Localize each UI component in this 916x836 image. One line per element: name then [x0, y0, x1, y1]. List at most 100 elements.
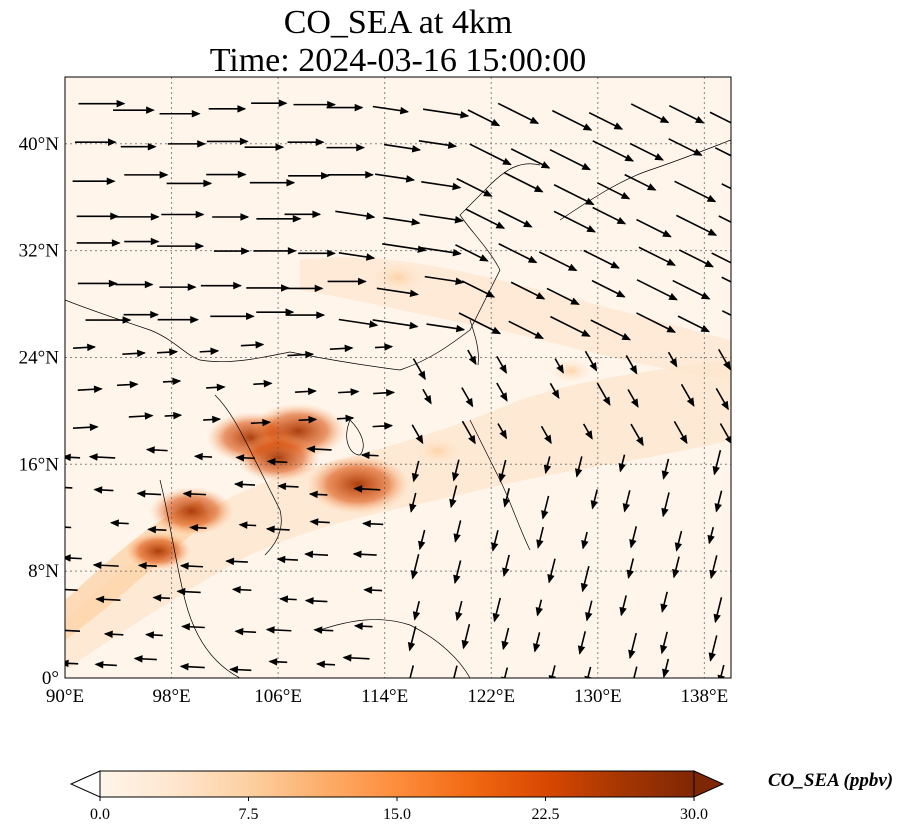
colorbar-tick-label: 22.5 — [532, 806, 560, 823]
lat-tick-label: 24°N — [19, 347, 60, 368]
wind-arrow-head — [418, 370, 426, 381]
colorbar-tick-label: 0.0 — [90, 806, 110, 823]
wind-arrow-head — [630, 398, 639, 408]
wind-arrow-head — [709, 569, 717, 580]
co-hotspot — [371, 262, 425, 293]
wind-arrow-head — [674, 542, 683, 552]
wind-arrow-head — [700, 292, 711, 300]
wind-arrow-head — [491, 326, 502, 335]
wind-arrow-head — [495, 221, 506, 229]
wind-arrow-head — [547, 574, 555, 584]
wind-arrow-head — [723, 360, 731, 371]
wind-arrow-head — [237, 105, 247, 113]
wind-arrow-head — [540, 161, 551, 169]
wind-arrow-head — [48, 484, 55, 490]
wind-arrow-head — [752, 291, 760, 297]
wind-arrow-head — [536, 539, 544, 549]
wind-arrow-head — [485, 290, 496, 298]
wind-arrow-head — [621, 332, 632, 341]
wind-arrow-head — [150, 213, 160, 221]
wind-arrow-head — [409, 289, 419, 298]
wind-arrow-head — [92, 561, 102, 570]
wind-arrow — [709, 111, 731, 124]
wind-arrow — [718, 215, 731, 224]
wind-arrow-head — [159, 171, 169, 179]
wind-arrow-head — [706, 194, 717, 203]
wind-arrow-head — [265, 525, 275, 533]
wind-arrow-head — [353, 485, 363, 493]
wind-arrow-head — [499, 392, 508, 402]
co-hotspot — [125, 532, 191, 570]
wind-arrow-head — [231, 585, 241, 594]
wind-arrow-head — [65, 453, 71, 462]
wind-arrow-head — [89, 423, 99, 432]
wind-arrow-head — [235, 454, 245, 462]
wind-arrow-head — [246, 312, 255, 321]
wind-arrow-head — [686, 397, 695, 407]
wind-arrow-head — [626, 569, 634, 579]
wind-arrow-head — [629, 539, 637, 549]
colorbar-max-extend — [693, 770, 725, 798]
wind-arrow-head — [266, 457, 276, 466]
wind-arrow-head — [234, 627, 244, 636]
wind-arrow-head — [453, 574, 461, 585]
wind-arrow-head — [95, 595, 105, 604]
wind-arrow-head — [315, 138, 325, 146]
wind-arrow-head — [312, 210, 322, 219]
wind-arrow-head — [111, 239, 121, 247]
wind-arrow-head — [276, 555, 286, 564]
wind-arrow-head — [365, 171, 375, 179]
wind-arrow-head — [233, 480, 243, 489]
wind-arrow-head — [534, 331, 544, 339]
wind-arrow-head — [551, 389, 560, 400]
wind-arrow-head — [275, 143, 285, 151]
wind-arrow-head — [136, 349, 146, 358]
wind-arrow-head — [306, 445, 316, 453]
wind-arrow-head — [490, 118, 501, 127]
wind-arrow-head — [109, 519, 119, 527]
coastlines — [65, 139, 731, 678]
wind-arrow-head — [465, 397, 474, 408]
co-hotspot — [550, 359, 592, 383]
wind-arrow-head — [654, 153, 664, 161]
wind-arrow-head — [265, 626, 275, 634]
map-timestamp: Time: 2024-03-16 15:00:00 — [209, 42, 587, 79]
wind-arrow — [721, 183, 731, 190]
wind-arrow-head — [535, 292, 546, 300]
wind-arrow-head — [501, 640, 509, 651]
wind-arrow-head — [721, 400, 729, 411]
wind-arrow-head — [386, 389, 395, 397]
wind-arrow-head — [176, 587, 186, 596]
wind-arrow-head — [93, 486, 103, 494]
colorbar-gradient — [99, 770, 695, 798]
wind-arrow-head — [717, 674, 725, 678]
wind-arrow-head — [491, 542, 499, 552]
wind-arrow-head — [56, 627, 63, 633]
coastline-hainan — [346, 419, 364, 456]
wind-arrow-head — [602, 396, 611, 406]
wind-arrow-head — [233, 281, 243, 290]
wind-arrow-head — [145, 631, 154, 639]
wind-arrow-head — [585, 197, 595, 205]
lat-tick-label: 0° — [42, 668, 59, 689]
wind-arrow — [721, 276, 731, 283]
wind-arrow-head — [356, 143, 366, 152]
wind-arrow-head — [399, 106, 410, 115]
wind-arrow-head — [203, 179, 213, 188]
wind-arrow-head — [384, 422, 394, 430]
wind-arrow-head — [693, 148, 703, 156]
wind-arrow — [422, 108, 469, 117]
wind-arrow-head — [65, 554, 71, 562]
lat-tick-labels: 0° 8°N 16°N 24°N 32°N 40°N — [19, 134, 60, 689]
lon-tick-label: 114°E — [361, 686, 408, 707]
plume-band-south — [65, 360, 731, 670]
wind-arrow-head — [499, 429, 507, 440]
wind-arrow-head — [182, 490, 192, 498]
wind-arrow-head — [629, 365, 638, 375]
wind-arrow-head — [529, 116, 540, 124]
wind-arrow-head — [712, 465, 720, 476]
wind-arrow-head — [742, 126, 750, 132]
wind-arrow-head — [585, 430, 593, 440]
wind-arrow-head — [116, 99, 126, 108]
wind-arrow-head — [479, 254, 489, 262]
